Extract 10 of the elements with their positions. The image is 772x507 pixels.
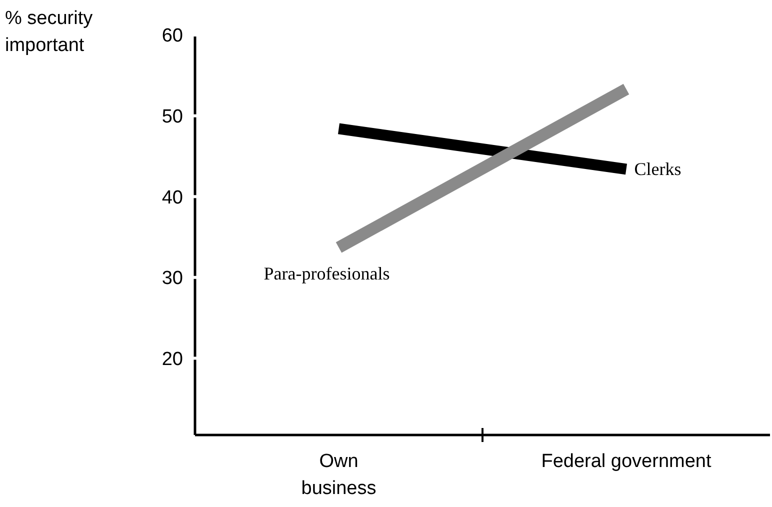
y-axis-title: % security important xyxy=(5,8,94,56)
y-tick-label: 30 xyxy=(162,268,183,290)
y-tick-label: 50 xyxy=(162,106,183,128)
y-tick-label: 60 xyxy=(162,26,183,47)
series-label: Para-profesionals xyxy=(264,264,390,284)
x-tick-label: Own business xyxy=(301,451,376,499)
series-label: Clerks xyxy=(634,159,682,180)
x-tick-label: Federal government xyxy=(541,451,712,472)
y-tick-label: 40 xyxy=(162,187,183,208)
y-tick-label: 20 xyxy=(162,348,183,370)
